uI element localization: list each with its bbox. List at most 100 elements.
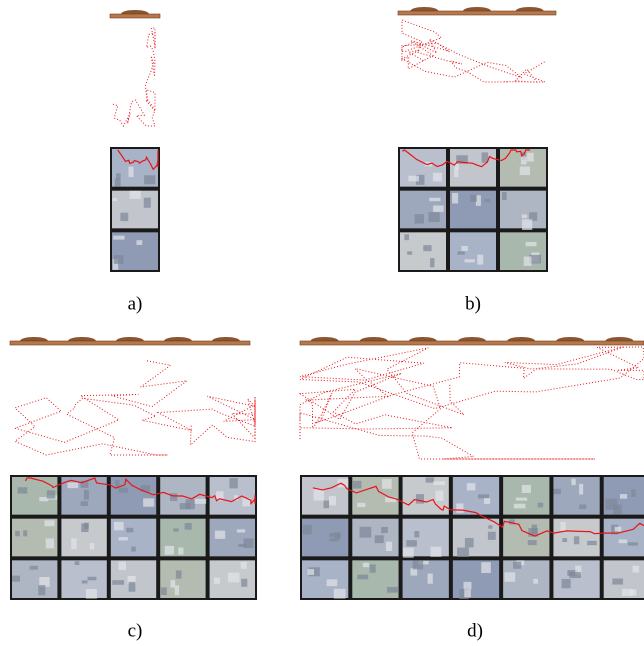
tile-texture: [71, 538, 77, 550]
tile-texture: [632, 565, 640, 573]
aerial-tile: [450, 232, 496, 270]
tile-texture: [481, 562, 491, 574]
tile-texture: [513, 503, 526, 509]
tile-texture: [120, 212, 129, 222]
tile-texture: [23, 530, 28, 537]
tile-texture: [113, 235, 125, 240]
tile-texture: [334, 532, 341, 540]
tile-texture: [501, 191, 507, 201]
tile-texture: [408, 175, 419, 182]
tile-texture: [571, 478, 576, 486]
tile-texture: [216, 491, 224, 501]
tile-texture: [515, 497, 528, 501]
tile-texture: [457, 547, 469, 558]
tile-texture: [175, 570, 182, 579]
tile-texture: [575, 565, 582, 576]
tile-texture: [112, 580, 125, 585]
tile-texture: [83, 489, 89, 500]
tile-texture: [170, 579, 176, 588]
aerial-tile: [503, 518, 550, 557]
tile-texture: [533, 578, 538, 584]
tile-texture: [553, 488, 561, 495]
tile-texture: [519, 166, 530, 176]
tile-texture: [621, 588, 634, 596]
tile-texture: [454, 167, 459, 178]
tile-texture: [179, 503, 191, 510]
tile-texture: [412, 560, 424, 570]
aerial-tile: [402, 560, 449, 598]
tile-texture: [463, 581, 472, 590]
tile-texture: [112, 198, 117, 202]
tile-texture: [67, 482, 79, 489]
aerial-tile: [61, 560, 107, 598]
tile-texture: [118, 537, 128, 541]
tile-texture: [38, 585, 46, 596]
tile-texture: [308, 567, 320, 577]
tile-texture: [435, 490, 444, 501]
tile-texture: [406, 540, 417, 547]
tile-texture: [136, 240, 143, 245]
tile-texture: [521, 151, 526, 160]
tile-texture: [113, 255, 124, 264]
tile-texture: [227, 572, 240, 583]
tile-texture: [112, 259, 119, 270]
tile-texture: [386, 586, 399, 593]
tile-texture: [410, 568, 418, 576]
trajectory: [400, 19, 546, 83]
tile-trajectory: [312, 482, 644, 537]
tile-texture: [242, 498, 251, 507]
tile-texture: [118, 487, 128, 493]
tile-texture: [415, 174, 425, 185]
tile-texture: [611, 524, 619, 535]
panel-label: b): [465, 293, 481, 314]
tile-texture: [527, 540, 537, 546]
tile-texture: [178, 547, 184, 555]
trajectory: [13, 359, 257, 456]
tile-texture: [605, 498, 618, 510]
tile-texture: [128, 581, 136, 592]
tile-texture: [522, 219, 533, 230]
tile-texture: [433, 205, 444, 212]
tile-trajectory: [24, 477, 256, 506]
tile-texture: [433, 481, 445, 486]
tile-texture: [461, 245, 468, 251]
tile-texture: [240, 561, 247, 569]
tile-texture: [464, 537, 474, 548]
tile-texture: [160, 587, 167, 596]
tile-trajectory: [402, 149, 531, 168]
tile-texture: [459, 588, 469, 600]
tile-texture: [374, 535, 384, 544]
tile-texture: [529, 212, 538, 221]
tile-texture: [329, 538, 339, 542]
tile-texture: [12, 575, 20, 582]
tile-texture: [143, 498, 155, 507]
tile-texture: [430, 546, 442, 557]
tile-texture: [456, 155, 468, 164]
tile-texture: [466, 483, 476, 491]
tile-texture: [29, 565, 38, 570]
tile-texture: [627, 542, 638, 546]
tile-texture: [587, 540, 597, 546]
tile-texture: [457, 251, 465, 255]
tile-texture: [407, 251, 413, 255]
tile-texture: [613, 504, 622, 515]
tile-texture: [85, 589, 97, 599]
aerial-tile: [500, 232, 546, 270]
tile-texture: [333, 588, 346, 599]
tile-texture: [129, 190, 141, 199]
trajectory: [112, 27, 156, 127]
tile-texture: [144, 175, 156, 185]
top-bar: [397, 10, 557, 16]
tile-texture: [537, 502, 544, 508]
tile-texture: [464, 589, 471, 598]
tile-texture: [612, 578, 624, 585]
tile-texture: [229, 478, 238, 489]
tile-texture: [80, 501, 89, 506]
tile-texture: [415, 494, 425, 504]
aerial-tile: [553, 477, 600, 515]
tile-texture: [74, 561, 80, 566]
tile-texture: [531, 524, 538, 535]
tile-texture: [241, 578, 248, 587]
tile-texture: [561, 578, 571, 589]
tile-texture: [114, 178, 121, 187]
